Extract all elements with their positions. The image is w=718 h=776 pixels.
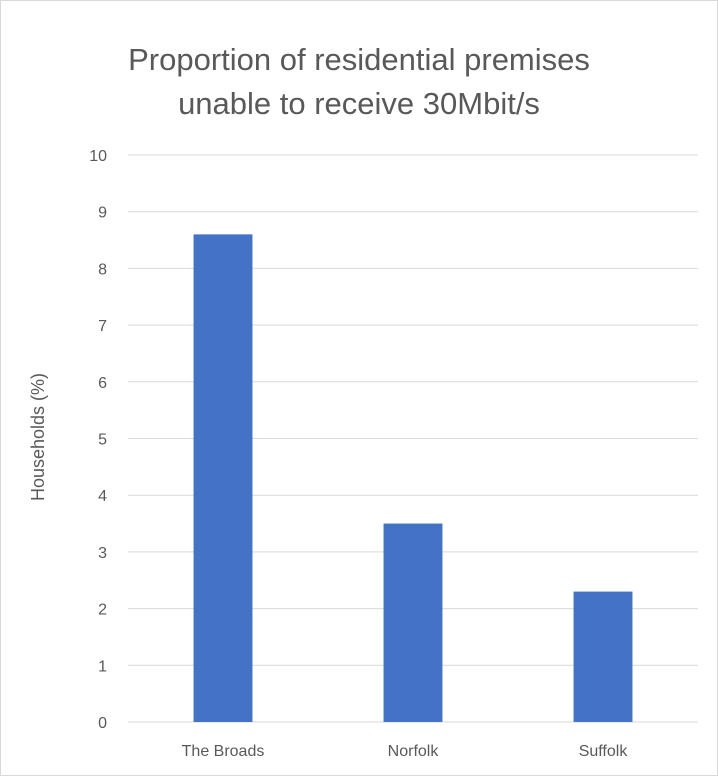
y-tick-label: 4: [98, 488, 107, 505]
y-axis-title: Households (%): [28, 373, 48, 501]
y-axis-ticks: 0 1 2 3 4 5 6 7 8 9 10: [89, 148, 107, 732]
x-axis-ticks: The Broads Norfolk Suffolk: [182, 743, 629, 760]
bar-suffolk: [573, 591, 633, 722]
x-tick-label: Suffolk: [579, 743, 629, 760]
y-tick-label: 8: [98, 261, 107, 278]
bar-the-broads: [193, 234, 253, 722]
y-tick-label: 10: [89, 148, 107, 165]
y-tick-label: 3: [98, 545, 107, 562]
y-tick-label: 2: [98, 602, 107, 619]
bar-norfolk: [383, 523, 443, 722]
y-tick-label: 7: [98, 318, 107, 335]
y-tick-label: 1: [98, 658, 107, 675]
chart-title: Proportion of residential premises unabl…: [128, 42, 590, 121]
y-tick-label: 9: [98, 205, 107, 222]
x-tick-label: The Broads: [182, 743, 265, 760]
y-tick-label: 5: [98, 432, 107, 449]
x-tick-label: Norfolk: [388, 743, 440, 760]
y-tick-label: 0: [98, 715, 107, 732]
y-tick-label: 6: [98, 375, 107, 392]
bars: [193, 234, 633, 722]
